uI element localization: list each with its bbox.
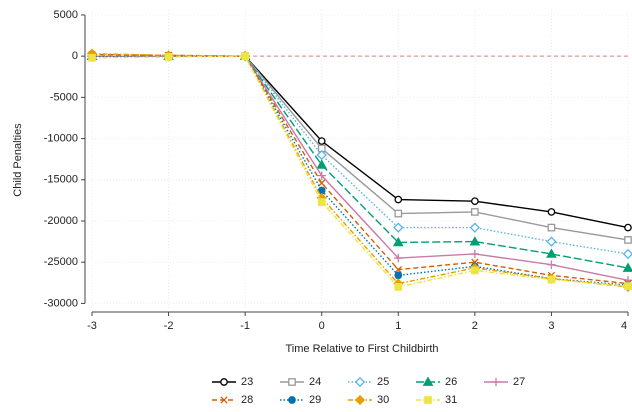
series-line [91, 53, 629, 285]
marker [547, 275, 556, 284]
y-tick-label: -15000 [44, 174, 78, 186]
x-tick-label: -1 [240, 320, 250, 332]
legend-label: 28 [241, 394, 253, 406]
x-tick-label: 2 [472, 320, 478, 332]
marker [471, 197, 479, 206]
y-tick-label: -25000 [44, 256, 78, 268]
marker [491, 377, 501, 387]
x-tick-label: -2 [164, 320, 174, 332]
marker [624, 236, 632, 244]
marker [547, 260, 556, 269]
marker [546, 248, 557, 258]
marker [241, 52, 249, 61]
y-tick-label: 0 [72, 50, 78, 62]
marker [547, 208, 556, 216]
legend-label: 24 [309, 376, 321, 388]
legend-label: 26 [445, 376, 457, 388]
marker [624, 282, 632, 290]
marker [394, 195, 403, 204]
series-line [92, 55, 629, 229]
marker [469, 236, 481, 246]
marker [317, 137, 326, 145]
marker [392, 236, 404, 247]
marker [422, 376, 434, 386]
marker [394, 253, 403, 263]
marker [471, 266, 479, 275]
marker [471, 208, 479, 216]
marker [317, 198, 326, 206]
marker [288, 396, 296, 404]
marker [394, 271, 403, 280]
marker [354, 376, 366, 388]
y-tick-label: -5000 [50, 91, 78, 103]
series-line [92, 55, 629, 269]
x-tick-label: -3 [87, 320, 97, 332]
series-line [91, 55, 629, 288]
x-axis-label: Time Relative to First Childbirth [285, 343, 438, 355]
marker [470, 249, 480, 259]
legend-label: 23 [241, 376, 253, 388]
marker [317, 171, 326, 180]
legend-label: 25 [377, 376, 389, 388]
marker [316, 159, 328, 169]
series-line [92, 55, 629, 255]
marker [354, 394, 366, 406]
marker [288, 378, 296, 386]
x-tick-label: 4 [621, 320, 627, 332]
marker [318, 179, 326, 187]
y-tick-label: 5000 [54, 9, 78, 21]
series-line [92, 55, 629, 282]
marker [220, 378, 228, 386]
marker [394, 265, 402, 274]
y-axis-label: Child Penalties [12, 123, 24, 197]
legend-label: 30 [377, 394, 389, 406]
legend-label: 27 [513, 376, 525, 388]
x-tick-label: 1 [395, 320, 401, 332]
marker [622, 262, 632, 272]
marker [546, 236, 557, 247]
y-tick-label: -20000 [44, 215, 78, 227]
y-tick-label: -30000 [44, 297, 78, 309]
marker [393, 222, 404, 233]
marker [469, 222, 480, 233]
marker [394, 209, 403, 218]
series-line [91, 52, 629, 288]
y-tick-label: -10000 [44, 132, 78, 144]
legend-label: 29 [309, 394, 321, 406]
marker [316, 149, 327, 161]
marker [394, 283, 403, 291]
x-tick-label: 3 [548, 320, 554, 332]
x-tick-label: 0 [319, 320, 325, 332]
marker [547, 223, 556, 232]
marker [88, 53, 96, 62]
marker [424, 396, 432, 404]
marker [164, 53, 173, 61]
series-line [92, 55, 629, 241]
marker [622, 248, 632, 260]
marker [624, 223, 632, 232]
legend-label: 31 [445, 394, 457, 406]
marker [220, 396, 228, 404]
